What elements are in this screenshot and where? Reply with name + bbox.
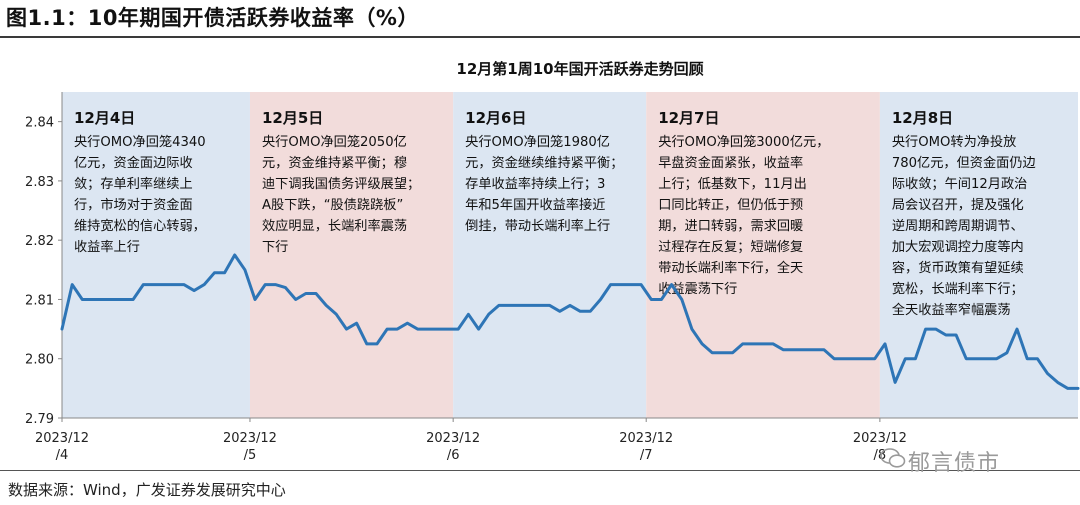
x-tick-label: 2023/12 xyxy=(853,431,907,446)
annotation-line: 期，进口转弱，需求回暖 xyxy=(658,218,803,234)
annotation-line: 央行OMO转为净投放 xyxy=(892,134,1016,150)
x-tick-label: 2023/12 xyxy=(426,431,480,446)
annotation-line: 存单收益率持续上行；3 xyxy=(465,175,605,192)
annotation-line: 央行OMO净回笼1980亿 xyxy=(465,133,610,150)
source-note: 数据来源：Wind，广发证券发展研究中心 xyxy=(8,481,286,499)
x-tick-label: /6 xyxy=(447,448,460,463)
annotation-line: 倒挂，带动长端利率上行 xyxy=(465,217,610,234)
figure-title: 图1.1：10年期国开债活跃券收益率（%） xyxy=(6,6,419,30)
annotation-date: 12月7日 xyxy=(658,109,719,127)
chart-title: 12月第1周10年国开活跃券走势回顾 xyxy=(456,60,703,78)
annotation-line: 敛；存单利率继续上 xyxy=(74,175,193,192)
annotation-line: 780亿元，但资金面仍边 xyxy=(892,155,1036,171)
annotation-line: 际收敛；午间12月政治 xyxy=(892,176,1027,192)
annotation-line: 逆周期和跨周期调节、 xyxy=(892,218,1024,234)
day-band xyxy=(453,92,647,418)
day-band xyxy=(62,92,250,418)
annotation-line: 早盘资金面紧张，收益率 xyxy=(658,154,803,171)
annotation-line: 年和5年国开收益率接近 xyxy=(465,196,605,213)
annotation-line: 全天收益率窄幅震荡 xyxy=(892,301,1011,318)
annotation-line: 元，资金继续维持紧平衡； xyxy=(465,155,623,171)
day-bands xyxy=(62,92,1078,418)
day-band xyxy=(646,92,880,418)
y-tick-label: 2.82 xyxy=(25,234,54,249)
annotation-line: 效应明显，长端利率震荡 xyxy=(262,217,407,234)
y-tick-label: 2.81 xyxy=(25,293,54,308)
x-axis: 2023/12/4 2023/12/5 2023/12/6 2023/12/7 2023… xyxy=(35,417,1078,463)
annotation-line: 过程存在反复；短端修复 xyxy=(658,239,803,255)
wechat-icon xyxy=(880,448,906,468)
y-tick-label: 2.80 xyxy=(25,353,54,368)
annotation-line: 央行OMO净回笼2050亿 xyxy=(262,133,407,150)
x-tick-label: /4 xyxy=(56,448,69,463)
annotation-line: 元，资金维持紧平衡；穆 xyxy=(262,155,407,171)
annotation-date: 12月8日 xyxy=(892,109,953,127)
annotation-line: 央行OMO净回笼4340 xyxy=(74,133,206,150)
annotation-line: 加大宏观调控力度等内 xyxy=(892,238,1024,255)
day-band xyxy=(249,92,454,418)
x-tick-label: 2023/12 xyxy=(619,431,673,446)
annotation-line: 局会议召开，提及强化 xyxy=(892,197,1024,213)
annotation-line: A股下跌，“股债跷跷板” xyxy=(262,196,403,213)
x-tick-label: /7 xyxy=(640,448,653,463)
annotation-date: 12月4日 xyxy=(74,109,135,127)
annotation-line: 行，市场对于资金面 xyxy=(74,196,193,213)
x-tick-label: /5 xyxy=(244,448,257,463)
x-tick-label: 2023/12 xyxy=(35,431,89,446)
y-tick-label: 2.83 xyxy=(25,175,54,190)
y-tick-label: 2.84 xyxy=(25,116,54,131)
annotation-line: 央行OMO净回笼3000亿元， xyxy=(658,133,829,150)
annotation-line: 维持宽松的信心转弱， xyxy=(74,217,206,234)
y-tick-label: 2.79 xyxy=(25,412,54,427)
annotation-line: 口同比转正，但仍低于预 xyxy=(658,197,803,213)
annotation-date: 12月6日 xyxy=(465,109,526,127)
annotation-line: 迪下调我国债务评级展望； xyxy=(262,176,420,192)
day-band xyxy=(879,92,1078,418)
annotation-line: 亿元，资金面边际收 xyxy=(74,155,193,171)
x-tick-label: 2023/12 xyxy=(223,431,277,446)
annotation-line: 带动长端利率下行，全天 xyxy=(658,259,803,276)
annotation-line: 上行；低基数下，11月出 xyxy=(658,176,807,192)
annotation-date: 12月5日 xyxy=(262,109,323,127)
annotation-line: 收益率上行 xyxy=(74,238,140,255)
annotation-line: 下行 xyxy=(262,239,288,255)
y-axis: 2.79 2.80 2.81 2.82 2.83 2.84 xyxy=(25,92,63,427)
annotation-line: 容，货币政策有望延续 xyxy=(892,259,1024,276)
series-layer xyxy=(60,253,1080,390)
watermark-text: 郁言债市 xyxy=(908,451,1001,476)
annotation-line: 宽松，长端利率下行； xyxy=(892,280,1024,297)
title-divider xyxy=(0,36,1080,38)
footer-divider xyxy=(0,470,1080,471)
